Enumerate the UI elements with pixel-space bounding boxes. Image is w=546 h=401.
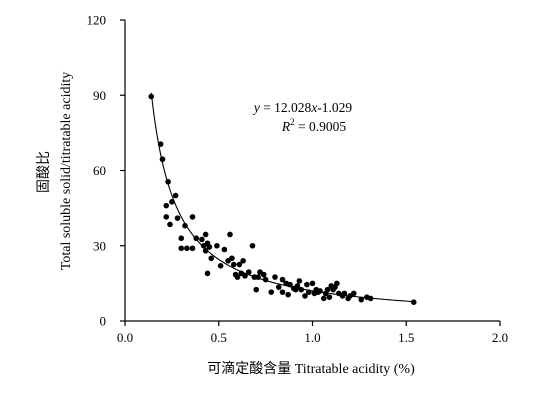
data-point bbox=[326, 294, 333, 300]
data-point bbox=[214, 242, 220, 249]
data-point bbox=[217, 263, 224, 269]
data-point bbox=[341, 290, 348, 297]
data-point bbox=[206, 244, 213, 250]
fit-equation-coef: = 12.028 bbox=[260, 100, 312, 115]
data-point bbox=[178, 235, 185, 242]
data-point bbox=[163, 214, 170, 220]
data-point bbox=[294, 283, 301, 289]
data-point bbox=[255, 274, 261, 280]
fit-equation-x: x bbox=[310, 100, 317, 115]
fit-equation-exponent: -1.029 bbox=[317, 100, 352, 115]
data-point bbox=[165, 178, 171, 185]
axes bbox=[120, 19, 501, 326]
data-point bbox=[193, 235, 200, 242]
x-tick-label: 0.5 bbox=[211, 330, 227, 345]
data-point bbox=[272, 274, 278, 280]
data-point bbox=[253, 286, 260, 293]
data-point bbox=[169, 199, 175, 205]
data-point bbox=[174, 215, 181, 221]
data-point bbox=[367, 295, 374, 302]
data-point bbox=[320, 295, 327, 302]
fit-r-symbol: R bbox=[281, 119, 291, 134]
data-point bbox=[287, 281, 293, 288]
labels: 0 30 60 90 120 0.0 0.5 1.0 1.5 2.0 bbox=[87, 13, 509, 346]
data-point bbox=[296, 278, 303, 284]
data-point bbox=[245, 269, 252, 275]
data-point bbox=[159, 156, 166, 163]
data-point bbox=[189, 245, 196, 252]
data-point bbox=[358, 296, 365, 303]
y-axis-title-en: Total soluble solid/titratable acidity bbox=[59, 72, 74, 270]
data-point bbox=[324, 286, 331, 293]
data-point bbox=[268, 289, 275, 295]
data-point bbox=[229, 255, 235, 262]
data-point bbox=[202, 247, 209, 254]
x-tick-label: 1.5 bbox=[398, 330, 414, 345]
data-point bbox=[234, 274, 241, 280]
data-point bbox=[350, 290, 357, 297]
points-layer bbox=[148, 93, 417, 305]
data-point bbox=[230, 261, 237, 268]
data-point bbox=[202, 231, 209, 238]
fit-r-value: = 0.9005 bbox=[295, 119, 347, 134]
data-point bbox=[305, 289, 312, 295]
data-point bbox=[204, 270, 211, 277]
data-point bbox=[208, 255, 215, 262]
data-point bbox=[317, 288, 323, 294]
data-point bbox=[410, 299, 417, 305]
data-point bbox=[242, 273, 248, 279]
data-point bbox=[221, 246, 228, 253]
data-point bbox=[279, 276, 286, 283]
x-axis-title: 可滴定酸含量 Titratable acidity (%) bbox=[207, 360, 415, 377]
data-point bbox=[279, 289, 286, 295]
y-tick-label: 0 bbox=[100, 314, 107, 329]
fit-equation-y: y bbox=[252, 100, 260, 115]
data-point bbox=[304, 281, 310, 288]
data-point bbox=[309, 280, 316, 287]
data-point bbox=[260, 271, 267, 278]
fit-equation: y = 12.028x-1.029 bbox=[252, 100, 353, 115]
data-point bbox=[249, 242, 256, 249]
x-tick-label: 0.0 bbox=[117, 330, 133, 345]
data-point bbox=[262, 276, 269, 283]
data-point bbox=[157, 141, 164, 147]
data-point bbox=[148, 93, 155, 100]
y-tick-label: 30 bbox=[93, 238, 106, 253]
y-axis-title-cn: 固酸比 bbox=[36, 151, 52, 193]
data-point bbox=[184, 245, 190, 252]
data-point bbox=[302, 293, 308, 299]
data-point bbox=[199, 236, 205, 243]
fit-r-sup: 2 bbox=[290, 117, 295, 127]
data-point bbox=[189, 214, 196, 220]
fit-r-squared: R2 = 0.9005 bbox=[281, 117, 346, 134]
data-point bbox=[182, 222, 188, 229]
x-tick-label: 2.0 bbox=[492, 330, 508, 345]
data-point bbox=[285, 291, 291, 298]
data-point bbox=[240, 258, 246, 264]
data-point bbox=[227, 231, 233, 238]
data-point bbox=[334, 280, 340, 287]
y-tick-label: 120 bbox=[87, 13, 107, 28]
y-tick-label: 90 bbox=[93, 88, 106, 103]
data-point bbox=[275, 284, 282, 290]
data-point bbox=[167, 221, 173, 228]
data-point bbox=[236, 261, 243, 268]
data-point bbox=[298, 286, 305, 293]
y-tick-label: 60 bbox=[93, 163, 106, 178]
data-point bbox=[178, 245, 185, 252]
x-tick-label: 1.0 bbox=[304, 330, 320, 345]
data-point bbox=[163, 202, 170, 209]
data-point bbox=[172, 192, 179, 199]
